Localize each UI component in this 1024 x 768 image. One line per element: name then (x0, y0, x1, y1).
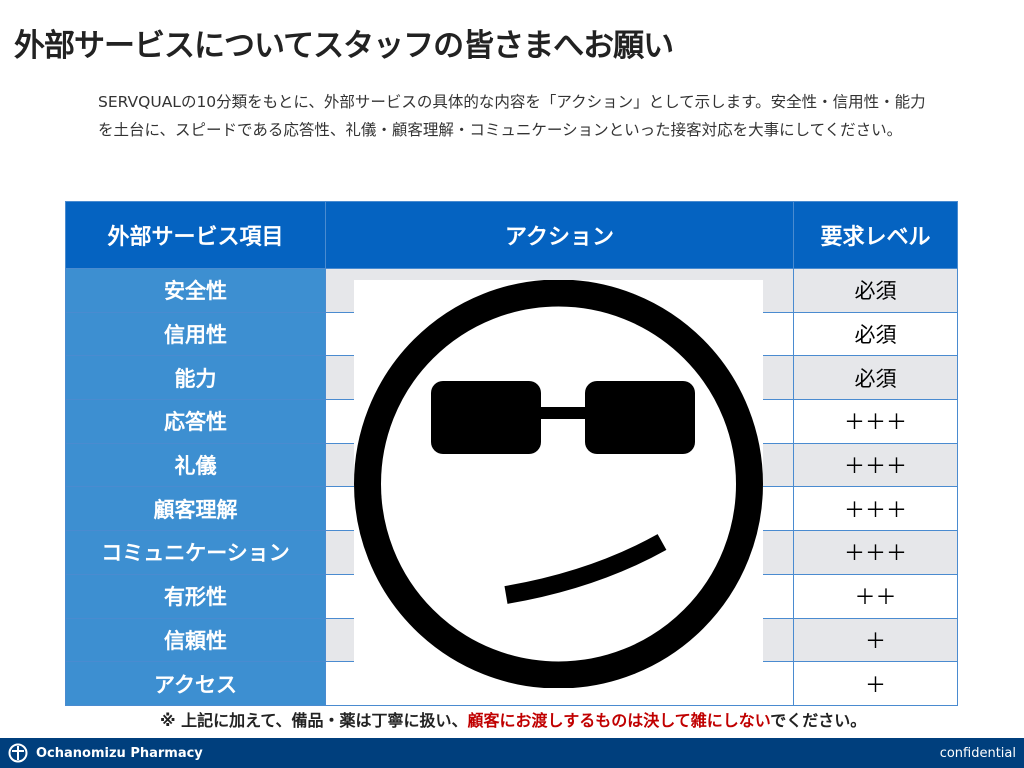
header-level: 要求レベル (793, 201, 958, 269)
cell-item: 信用性 (65, 311, 326, 357)
smiley-sunglasses-icon (354, 279, 763, 689)
footer-brand: Ochanomizu Pharmacy (36, 746, 203, 761)
cell-item: 応答性 (65, 399, 326, 444)
cell-level: ＋ (793, 617, 958, 663)
cell-level: ＋ (793, 661, 958, 706)
cell-level: 必須 (793, 311, 958, 357)
cell-item: 安全性 (65, 268, 326, 313)
cell-level: ＋＋＋ (793, 399, 958, 444)
cell-level: ＋＋＋ (793, 530, 958, 575)
cell-level: ＋＋＋ (793, 486, 958, 532)
cell-item: 有形性 (65, 573, 326, 619)
intro-text: SERVQUALの10分類をもとに、外部サービスの具体的な内容を「アクション」と… (98, 93, 926, 139)
page-title: 外部サービスについてスタッフの皆さまへお願い (14, 28, 674, 64)
note-highlight: 顧客にお渡しするものは決して雑にしない (467, 711, 771, 730)
cell-item: 信頼性 (65, 617, 326, 663)
footer: Ochanomizu Pharmacy confidential (0, 738, 1024, 768)
cell-level: 必須 (793, 355, 958, 401)
cell-level: ＋＋＋ (793, 442, 958, 488)
note-suffix: でください。 (770, 711, 867, 730)
cell-item: アクセス (65, 661, 326, 706)
cell-level: 必須 (793, 268, 958, 313)
header-item: 外部サービス項目 (65, 201, 326, 269)
note-prefix: ※ 上記に加えて、備品・薬は丁寧に扱い、 (160, 711, 468, 730)
footer-confidential: confidential (939, 746, 1016, 761)
cell-item: 礼儀 (65, 442, 326, 488)
cell-item: コミュニケーション (65, 530, 326, 575)
header-action: アクション (325, 201, 794, 269)
note: ※ 上記に加えて、備品・薬は丁寧に扱い、顧客にお渡しするものは決して雑にしないで… (160, 707, 866, 731)
cell-item: 能力 (65, 355, 326, 401)
pharmacy-logo-icon (8, 743, 28, 767)
cell-item: 顧客理解 (65, 486, 326, 532)
cell-level: ＋＋ (793, 573, 958, 619)
